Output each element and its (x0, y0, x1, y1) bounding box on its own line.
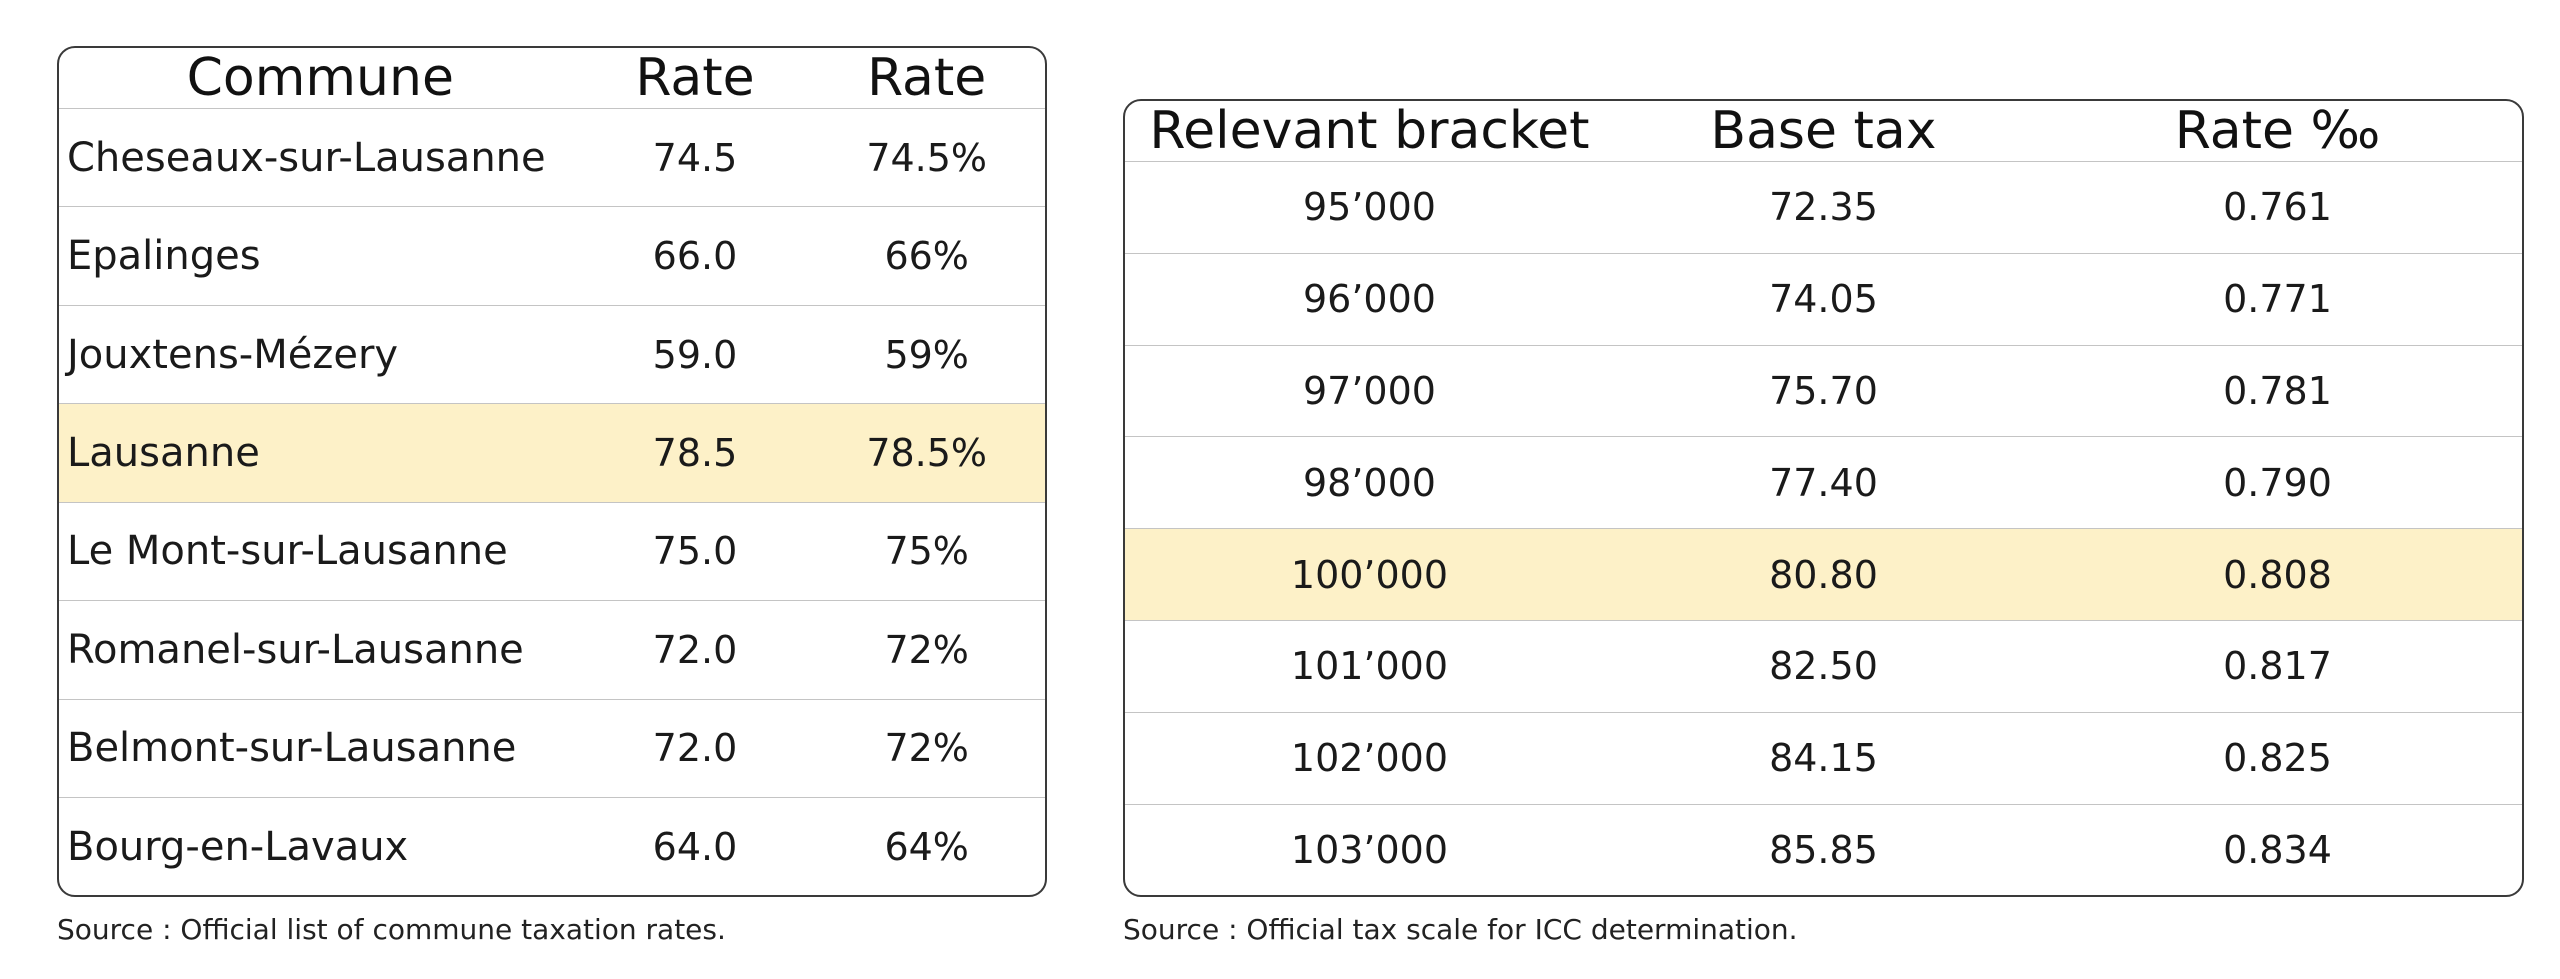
communes-table: Commune Rate Rate Cheseaux-sur-Lausanne … (57, 46, 1047, 897)
table-row: Jouxtens-Mézery 59.0 59% (59, 305, 1045, 405)
rate-value: 0.761 (2033, 161, 2522, 254)
base-tax-value: 85.85 (1769, 827, 1878, 872)
column-header-bracket: Relevant bracket (1125, 101, 1614, 162)
column-header-rate: Rate (581, 48, 809, 109)
commune-rate-percent: 75% (808, 502, 1045, 602)
column-header-base-tax: Base tax (1613, 101, 2034, 162)
bracket-value: 102’000 (1125, 712, 1614, 805)
table-row: Belmont-sur-Lausanne 72.0 72% (59, 699, 1045, 799)
base-tax-value: 84.15 (1613, 712, 2034, 805)
table-row: Epalinges 66.0 66% (59, 206, 1045, 306)
commune-rate-percent: 64% (884, 824, 969, 869)
commune-rate-percent: 72% (808, 699, 1045, 799)
column-header-rate-percent: Rate (808, 48, 1045, 109)
rate-value: 0.781 (2033, 345, 2522, 438)
tax-scale-source-note: Source : Official tax scale for ICC dete… (1123, 913, 1798, 946)
commune-name: Epalinges (59, 206, 582, 306)
base-tax-value: 82.50 (1613, 620, 2034, 713)
base-tax-value: 74.05 (1613, 253, 2034, 346)
tax-scale-table: Relevant bracket Base tax Rate ‰ 95’000 … (1123, 99, 2524, 897)
commune-rate: 66.0 (581, 206, 809, 306)
commune-rate: 78.5 (581, 403, 809, 503)
commune-rate-percent: 78.5% (808, 403, 1045, 503)
table-header-row: Relevant bracket Base tax Rate ‰ (1125, 101, 2522, 162)
bracket-value: 95’000 (1125, 161, 1614, 254)
table-row: 95’000 72.35 0.761 (1125, 161, 2522, 254)
commune-name: Jouxtens-Mézery (59, 305, 582, 405)
commune-rate: 72.0 (581, 699, 809, 799)
commune-rate-percent: 66% (808, 206, 1045, 306)
commune-rate-percent: 72% (808, 600, 1045, 700)
bracket-value: 100’000 (1125, 528, 1614, 622)
base-tax-value: 77.40 (1613, 436, 2034, 530)
table-row: 101’000 82.50 0.817 (1125, 620, 2522, 713)
table-row: Bourg-en-Lavaux 64.0 64% (59, 798, 1045, 895)
communes-source-note: Source : Official list of commune taxati… (57, 913, 726, 946)
commune-rate: 59.0 (581, 305, 809, 405)
commune-rate-percent: 59% (808, 305, 1045, 405)
commune-name: Le Mont-sur-Lausanne (59, 502, 582, 602)
rate-value: 0.790 (2033, 436, 2522, 530)
rate-value: 0.825 (2033, 712, 2522, 805)
commune-rate: 75.0 (581, 502, 809, 602)
table-row: Cheseaux-sur-Lausanne 74.5 74.5% (59, 108, 1045, 208)
table-row: 103’000 85.85 0.834 (1125, 804, 2522, 895)
table-row: 102’000 84.15 0.825 (1125, 712, 2522, 805)
table-header-row: Commune Rate Rate (59, 48, 1045, 109)
rate-value: 0.808 (2033, 528, 2522, 622)
bracket-value: 98’000 (1125, 436, 1614, 530)
table-row: Romanel-sur-Lausanne 72.0 72% (59, 600, 1045, 700)
table-row: 98’000 77.40 0.790 (1125, 436, 2522, 530)
column-header-rate-permille: Rate ‰ (2033, 101, 2522, 162)
table-row: 97’000 75.70 0.781 (1125, 345, 2522, 438)
table-row-highlighted: Lausanne 78.5 78.5% (59, 403, 1045, 503)
commune-rate-percent: 74.5% (808, 108, 1045, 208)
commune-name: Lausanne (59, 403, 582, 503)
table-row-highlighted: 100’000 80.80 0.808 (1125, 528, 2522, 622)
base-tax-value: 75.70 (1613, 345, 2034, 438)
commune-name: Romanel-sur-Lausanne (59, 600, 582, 700)
column-header-commune: Commune (59, 48, 582, 109)
rate-value: 0.834 (2223, 827, 2332, 872)
commune-name: Cheseaux-sur-Lausanne (59, 108, 582, 208)
commune-rate: 74.5 (581, 108, 809, 208)
bracket-value: 103’000 (1290, 827, 1449, 872)
bracket-value: 101’000 (1125, 620, 1614, 713)
bracket-value: 96’000 (1125, 253, 1614, 346)
table-row: 96’000 74.05 0.771 (1125, 253, 2522, 346)
commune-name: Bourg-en-Lavaux (67, 823, 409, 870)
commune-rate: 72.0 (581, 600, 809, 700)
base-tax-value: 80.80 (1613, 528, 2034, 622)
base-tax-value: 72.35 (1613, 161, 2034, 254)
bracket-value: 97’000 (1125, 345, 1614, 438)
commune-name: Belmont-sur-Lausanne (59, 699, 582, 799)
commune-rate: 64.0 (652, 824, 738, 869)
rate-value: 0.771 (2033, 253, 2522, 346)
rate-value: 0.817 (2033, 620, 2522, 713)
table-row: Le Mont-sur-Lausanne 75.0 75% (59, 502, 1045, 602)
